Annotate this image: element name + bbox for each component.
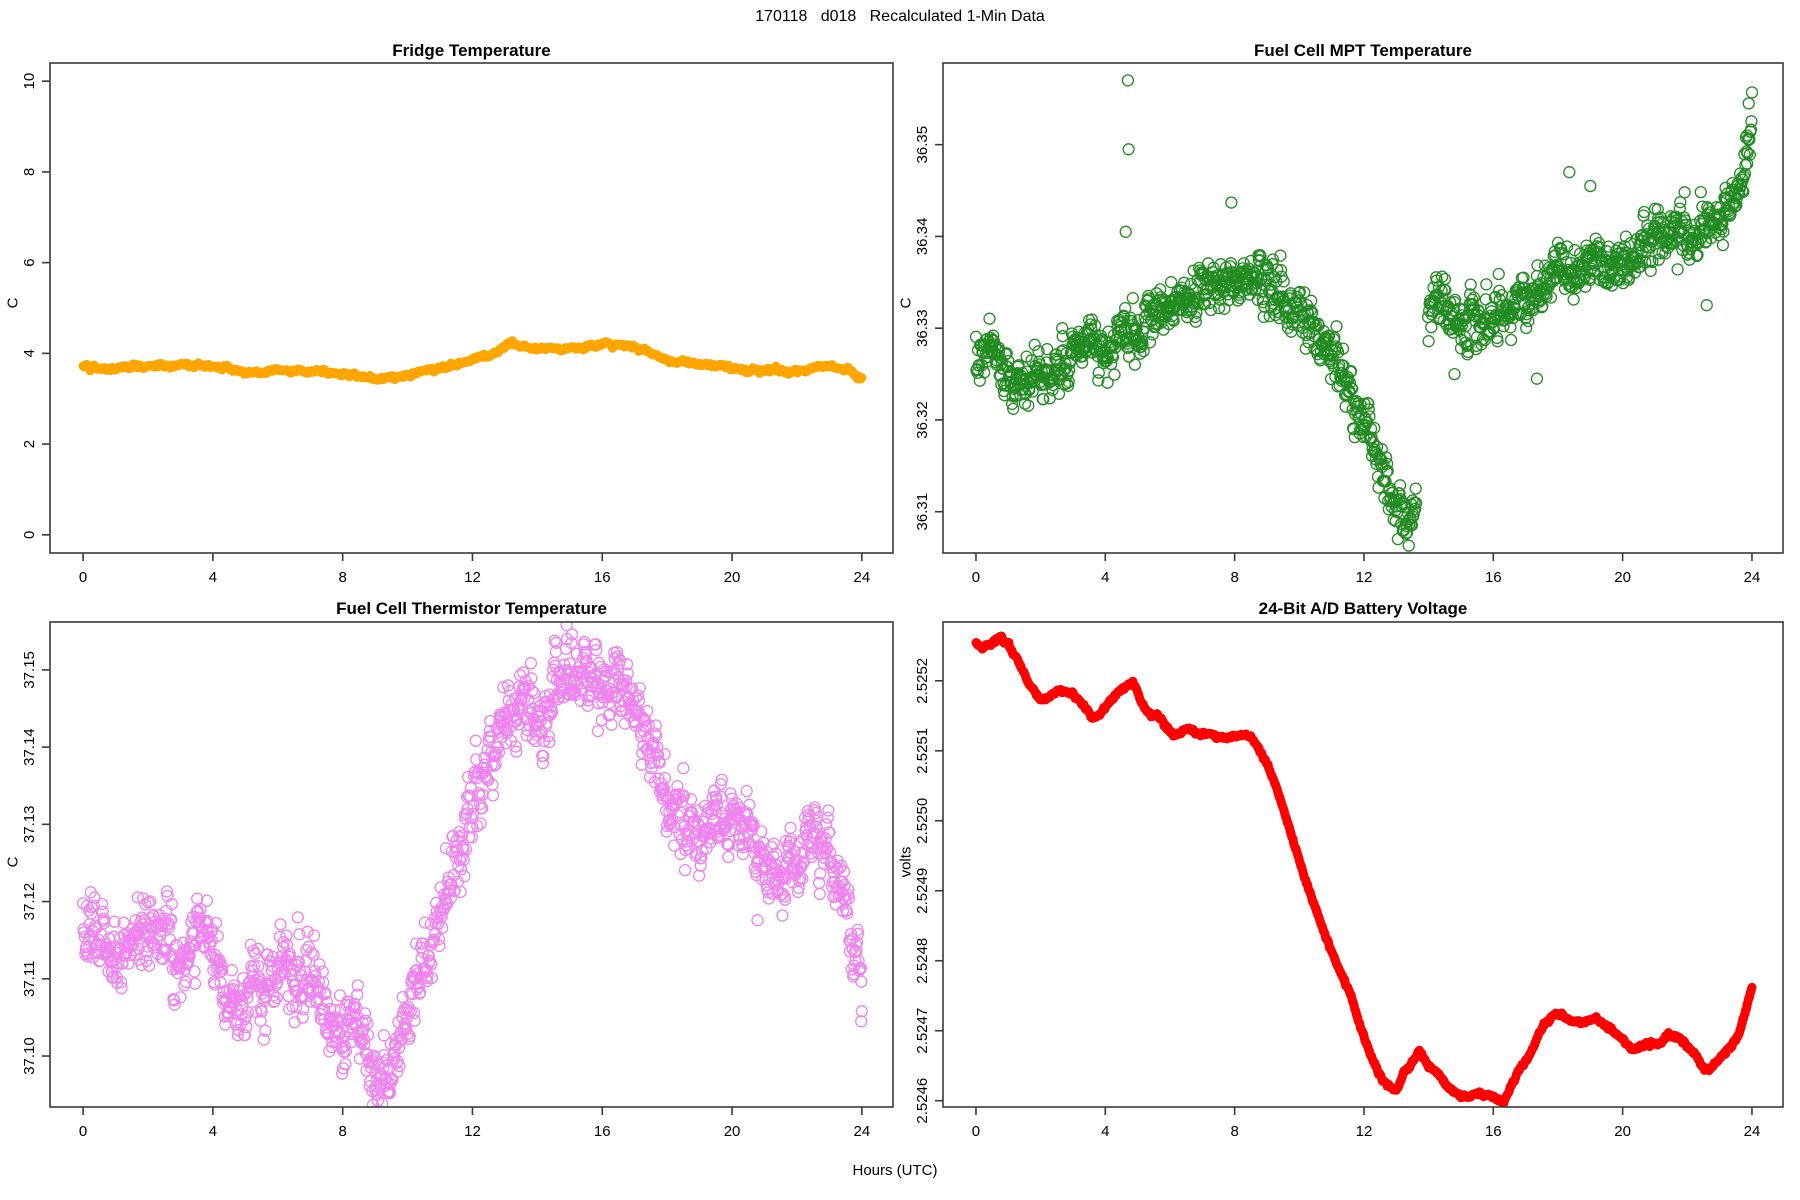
battery-voltage-x-tick-label: 0 [972, 1123, 980, 1140]
fuel-cell-mpt-temperature-y-tick-label: 36.33 [914, 309, 931, 347]
fuel-cell-mpt-temperature-x-tick-label: 4 [1101, 569, 1109, 586]
fuel-cell-mpt-temperature-x-tick-label: 8 [1230, 569, 1238, 586]
y-axis-label-mpt: C [897, 297, 915, 309]
battery-voltage-x-tick-label: 8 [1230, 1123, 1238, 1140]
fridge-temperature-y-tick-label: 4 [21, 349, 38, 357]
fuel-cell-thermistor-temperature-x-tick-label: 20 [724, 1123, 741, 1140]
fuel-cell-thermistor-temperature-x-tick-label: 0 [79, 1123, 87, 1140]
battery-voltage-y-tick-label: 2.5247 [914, 1008, 931, 1054]
x-axis-label-hours-utc: Hours (UTC) [852, 1162, 938, 1179]
fuel-cell-thermistor-temperature-x-tick-label: 24 [854, 1123, 871, 1140]
fuel-cell-thermistor-temperature-y-tick-label: 37.10 [21, 1037, 38, 1075]
fuel-cell-mpt-temperature-x-tick-label: 0 [972, 569, 980, 586]
fridge-temperature-x-tick-label: 0 [79, 569, 87, 586]
fridge-temperature-y-tick-label: 8 [21, 168, 38, 176]
fuel-cell-mpt-temperature-y-axis: 36.31 36.32 36.33 36.34 36.35 [914, 126, 943, 531]
battery-voltage-x-axis: 0 4 8 12 16 20 24 [972, 1107, 1760, 1140]
battery-voltage-y-tick-label: 2.5248 [914, 938, 931, 984]
fuel-cell-mpt-temperature-x-tick-label: 12 [1356, 569, 1373, 586]
fuel-cell-thermistor-temperature-y-tick-label: 37.11 [21, 961, 38, 997]
figure-main-title: 170118 d018 Recalculated 1-Min Data [755, 8, 1045, 25]
battery-voltage-series [971, 631, 1757, 1107]
fuel-cell-thermistor-temperature-y-axis: 37.10 37.11 37.12 37.13 37.14 37.15 [21, 651, 50, 1075]
panel-title-battery-voltage: 24-Bit A/D Battery Voltage [1258, 599, 1468, 618]
fridge-temperature-x-axis: 0 4 8 12 16 20 24 [79, 553, 870, 586]
y-axis-label-volts: volts [897, 846, 915, 878]
fuel-cell-thermistor-temperature-x-tick-label: 4 [209, 1123, 217, 1140]
fuel-cell-thermistor-temperature-y-tick-label: 37.13 [21, 806, 38, 844]
fridge-temperature-y-tick-label: 6 [21, 258, 38, 266]
panel-battery-voltage: 0 4 8 12 16 20 24 2.5246 2.5247 2.5248 2.5249 2.525… [914, 621, 1784, 1140]
panel-title-fridge-temperature: Fridge Temperature [392, 41, 551, 60]
fridge-temperature-x-tick-label: 16 [594, 569, 611, 586]
fuel-cell-thermistor-temperature-y-tick-label: 37.15 [21, 651, 38, 689]
fuel-cell-thermistor-temperature-x-tick-label: 16 [594, 1123, 611, 1140]
battery-voltage-x-tick-label: 16 [1485, 1123, 1502, 1140]
fuel-cell-mpt-temperature-x-tick-label: 16 [1485, 569, 1502, 586]
fuel-cell-mpt-temperature-series [969, 74, 1759, 552]
fuel-cell-thermistor-temperature-x-axis: 0 4 8 12 16 20 24 [79, 1107, 870, 1140]
panel-fuel-cell-mpt-temperature: 0 4 8 12 16 20 24 36.31 36.32 36.33 36.34 36.35 [914, 62, 1784, 586]
fuel-cell-mpt-temperature-x-tick-label: 24 [1744, 569, 1761, 586]
fuel-cell-mpt-temperature-y-tick-label: 36.32 [914, 401, 931, 439]
fuel-cell-mpt-temperature-x-axis: 0 4 8 12 16 20 24 [972, 553, 1760, 586]
battery-voltage-y-tick-label: 2.5249 [914, 868, 931, 914]
fridge-temperature-y-tick-label: 2 [21, 440, 38, 448]
panel-title-fuel-cell-thermistor-temperature: Fuel Cell Thermistor Temperature [336, 599, 607, 618]
fridge-temperature-x-tick-label: 8 [339, 569, 347, 586]
battery-voltage-x-tick-label: 24 [1744, 1123, 1761, 1140]
battery-voltage-x-tick-label: 4 [1101, 1123, 1109, 1140]
fridge-temperature-series [78, 336, 867, 385]
y-axis-label-fridge: C [4, 297, 22, 309]
fuel-cell-mpt-temperature-y-tick-label: 36.34 [914, 218, 931, 256]
panel-title-fuel-cell-mpt-temperature: Fuel Cell MPT Temperature [1254, 41, 1472, 60]
fridge-temperature-y-axis: 0 2 4 6 8 10 [21, 73, 50, 539]
battery-voltage-y-tick-label: 2.5252 [914, 658, 931, 704]
battery-voltage-y-tick-label: 2.5250 [914, 798, 931, 844]
y-axis-label-thermistor: C [4, 856, 22, 868]
fridge-temperature-y-tick-label: 10 [21, 73, 38, 90]
fuel-cell-thermistor-temperature-y-tick-label: 37.12 [21, 883, 38, 921]
fuel-cell-mpt-temperature-y-tick-label: 36.35 [914, 126, 931, 164]
battery-voltage-y-axis: 2.5246 2.5247 2.5248 2.5249 2.5250 2.5251 2.52… [914, 658, 943, 1124]
fuel-cell-thermistor-temperature-series [76, 622, 868, 1107]
battery-voltage-y-tick-label: 2.5251 [914, 728, 931, 774]
fuel-cell-mpt-temperature-y-tick-label: 36.31 [914, 493, 931, 531]
battery-voltage-x-tick-label: 20 [1614, 1123, 1631, 1140]
fridge-temperature-x-tick-label: 24 [854, 569, 871, 586]
fridge-temperature-x-tick-label: 12 [464, 569, 481, 586]
battery-voltage-y-tick-label: 2.5246 [914, 1078, 931, 1124]
fuel-cell-thermistor-temperature-y-tick-label: 37.14 [21, 728, 38, 766]
fridge-temperature-x-tick-label: 20 [724, 569, 741, 586]
fridge-temperature-x-tick-label: 4 [209, 569, 217, 586]
fuel-cell-mpt-temperature-x-tick-label: 20 [1614, 569, 1631, 586]
fuel-cell-thermistor-temperature-x-tick-label: 12 [464, 1123, 481, 1140]
fridge-temperature-y-tick-label: 0 [21, 531, 38, 539]
battery-voltage-x-tick-label: 12 [1356, 1123, 1373, 1140]
panel-fuel-cell-thermistor-temperature: 0 4 8 12 16 20 2437.1037.1137.1237.1337.1437.1… [21, 621, 894, 1140]
fuel-cell-thermistor-temperature-x-tick-label: 8 [339, 1123, 347, 1140]
